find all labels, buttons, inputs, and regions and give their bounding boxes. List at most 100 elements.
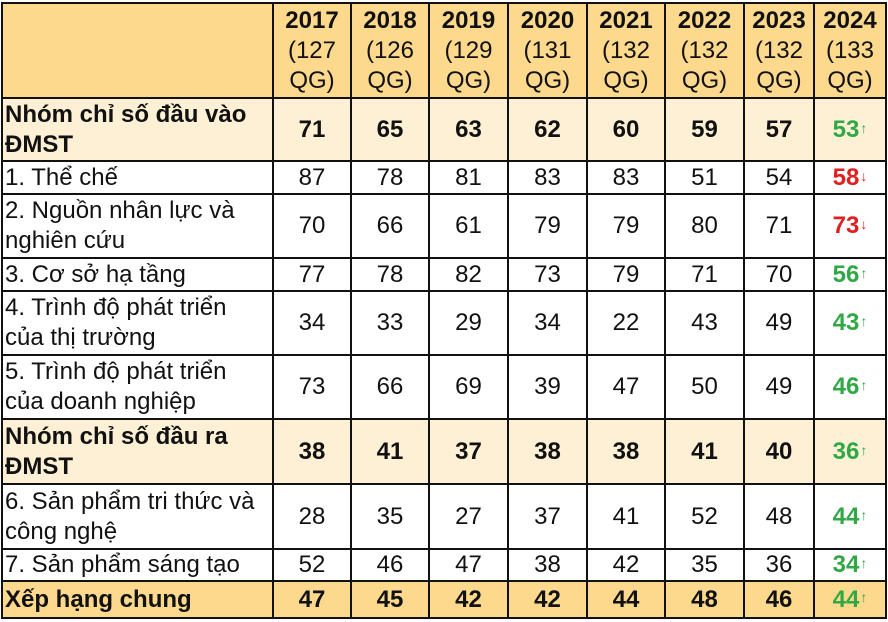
header-year-2023: 2023 (132 QG) — [743, 2, 815, 99]
rank-2024: 36↑ — [813, 418, 887, 485]
rank-value: 69 — [428, 354, 509, 420]
header-year-2020: 2020 (131 QG) — [507, 2, 588, 99]
rank-value: 70 — [272, 193, 352, 259]
rank-value: 47 — [586, 354, 666, 420]
rank-value: 83 — [586, 160, 666, 195]
trend-up-icon: ↑ — [860, 313, 868, 329]
country-count: (132 QG) — [754, 37, 804, 94]
rank-2024: 53↑ — [813, 97, 887, 162]
rank-value: 38 — [507, 418, 588, 485]
rank-value: 52 — [664, 483, 745, 550]
rank-value: 48 — [664, 580, 745, 619]
rank-value: 60 — [586, 97, 666, 162]
rank-value: 73 — [507, 257, 588, 292]
row-label: Nhóm chỉ số đầu vào ĐMST — [1, 97, 274, 162]
row-label: 7. Sản phẩm sáng tạo — [1, 548, 274, 582]
rank-value: 38 — [272, 418, 352, 485]
country-count: (127 QG) — [287, 37, 337, 94]
rank-2024: 34↑ — [813, 548, 887, 582]
rank-2024: 44↑ — [813, 580, 887, 619]
rank-value: 38 — [507, 548, 588, 582]
rank-value: 44 — [586, 580, 666, 619]
total-row: Xếp hạng chung 47 45 42 42 44 48 46 44↑ — [1, 580, 887, 619]
rank-value: 42 — [586, 548, 666, 582]
rank-2024-value: 53 — [832, 115, 860, 143]
rank-value: 42 — [507, 580, 588, 619]
rank-value: 43 — [664, 290, 745, 356]
header-year-2021: 2021 (132 QG) — [586, 2, 666, 99]
rank-value: 41 — [586, 483, 666, 550]
rank-2024: 43↑ — [813, 290, 887, 356]
rank-value: 66 — [350, 193, 430, 259]
year-label: 2024 — [823, 7, 877, 34]
row-label: 3. Cơ sở hạ tầng — [1, 257, 274, 292]
group-row: Nhóm chỉ số đầu ra ĐMST 38 41 37 38 38 41 40 36↑ — [1, 418, 887, 485]
rank-2024-value: 56 — [832, 260, 860, 288]
year-label: 2018 — [363, 7, 417, 34]
rank-2024-value: 36 — [832, 437, 860, 465]
rank-value: 63 — [428, 97, 509, 162]
header-year-2019: 2019 (129 QG) — [428, 2, 509, 99]
rank-value: 87 — [272, 160, 352, 195]
rank-value: 66 — [350, 354, 430, 420]
rank-value: 33 — [350, 290, 430, 356]
rank-value: 40 — [743, 418, 815, 485]
rank-value: 49 — [743, 354, 815, 420]
country-count: (132 QG) — [601, 37, 651, 94]
year-label: 2017 — [285, 7, 339, 34]
year-label: 2023 — [752, 7, 806, 34]
rank-value: 71 — [664, 257, 745, 292]
rank-value: 42 — [428, 580, 509, 619]
header-year-2018: 2018 (126 QG) — [350, 2, 430, 99]
rank-2024-value: 44 — [832, 586, 860, 613]
rank-2024: 44↑ — [813, 483, 887, 550]
rank-2024: 73↓ — [813, 193, 887, 259]
header-empty-cell — [1, 2, 274, 99]
table-row: 4. Trình độ phát triển của thị trường 34 3… — [1, 290, 887, 356]
rank-value: 52 — [272, 548, 352, 582]
trend-up-icon: ↑ — [860, 506, 868, 523]
rank-value: 34 — [272, 290, 352, 356]
table-row: 7. Sản phẩm sáng tạo 52 46 47 38 42 35 36 34↑ — [1, 548, 887, 582]
row-label: 6. Sản phẩm tri thức và công nghệ — [1, 483, 274, 550]
rank-value: 78 — [350, 160, 430, 195]
rank-value: 22 — [586, 290, 666, 356]
rank-value: 29 — [428, 290, 509, 356]
rank-value: 71 — [272, 97, 352, 162]
rank-value: 37 — [428, 418, 509, 485]
year-label: 2019 — [441, 7, 496, 34]
rank-value: 36 — [743, 548, 815, 582]
rank-value: 80 — [664, 193, 745, 259]
row-label: Nhóm chỉ số đầu ra ĐMST — [1, 418, 274, 485]
rank-2024-value: 44 — [832, 502, 860, 530]
rank-2024-value: 46 — [832, 373, 860, 400]
rank-value: 41 — [350, 418, 430, 485]
rank-value: 41 — [664, 418, 745, 485]
rank-value: 47 — [272, 580, 352, 619]
rank-value: 39 — [507, 354, 588, 420]
row-label: 4. Trình độ phát triển của thị trường — [1, 290, 274, 356]
rank-value: 79 — [586, 257, 666, 292]
country-count: (129 QG) — [444, 37, 493, 94]
rank-value: 37 — [507, 483, 588, 550]
rank-value: 48 — [743, 483, 815, 550]
rank-value: 78 — [350, 257, 430, 292]
rank-value: 82 — [428, 257, 509, 292]
rank-value: 73 — [272, 354, 352, 420]
trend-up-icon: ↑ — [860, 264, 868, 281]
rank-value: 35 — [664, 548, 745, 582]
rank-2024-value: 43 — [832, 309, 860, 336]
rank-value: 79 — [507, 193, 588, 259]
rank-2024-value: 58 — [832, 163, 860, 191]
country-count: (126 QG) — [365, 37, 415, 94]
row-label: 2. Nguồn nhân lực và nghiên cứu — [1, 193, 274, 259]
rank-value: 51 — [664, 160, 745, 195]
rank-value: 61 — [428, 193, 509, 259]
rank-value: 54 — [743, 160, 815, 195]
country-count: (133 QG) — [825, 37, 875, 94]
trend-up-icon: ↑ — [860, 555, 868, 571]
header-row: 2017 (127 QG) 2018 (126 QG) 2019 (129 QG) 2020… — [1, 2, 887, 99]
rank-value: 34 — [507, 290, 588, 356]
rank-value: 49 — [743, 290, 815, 356]
